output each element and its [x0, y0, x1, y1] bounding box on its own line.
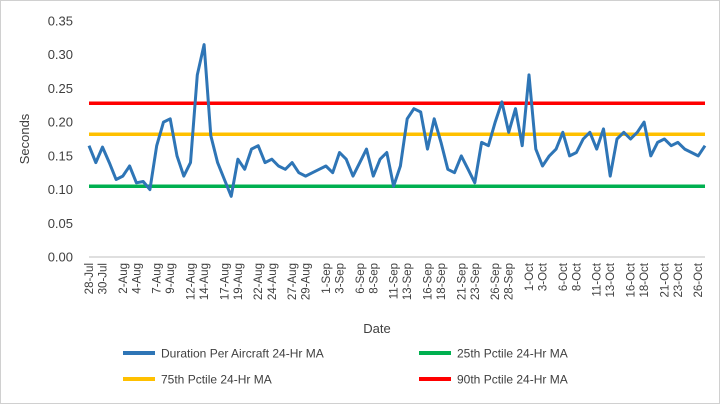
x-tick-label: 8-Oct — [571, 262, 583, 291]
x-tick-label: 12-Aug — [186, 263, 198, 300]
x-tick-label: 26-Sep — [490, 263, 502, 300]
x-tick-label: 2-Aug — [118, 263, 130, 294]
x-tick-label: 1-Sep — [321, 263, 333, 294]
x-tick-label: 17-Aug — [219, 263, 231, 300]
y-tick-label: 0.35 — [48, 14, 73, 29]
legend-label: 25th Pctile 24-Hr MA — [457, 347, 568, 361]
x-tick-label: 28-Sep — [504, 263, 516, 300]
y-axis-ticks: 0.00 0.05 0.10 0.15 0.20 0.25 0.30 0.35 — [48, 14, 73, 265]
x-tick-label: 27-Aug — [287, 263, 299, 300]
x-tick-label: 8-Sep — [368, 263, 380, 294]
x-tick-label: 22-Aug — [253, 263, 265, 300]
x-tick-label: 26-Oct — [693, 262, 705, 297]
x-tick-label: 19-Aug — [233, 263, 245, 300]
y-tick-label: 0.05 — [48, 216, 73, 231]
legend-label: Duration Per Aircraft 24-Hr MA — [161, 347, 324, 361]
x-tick-label: 3-Sep — [334, 263, 346, 294]
x-tick-label: 1-Oct — [524, 262, 536, 291]
y-tick-label: 0.20 — [48, 115, 73, 130]
x-tick-label: 6-Oct — [558, 262, 570, 291]
x-tick-label: 14-Aug — [199, 263, 211, 300]
x-tick-label: 24-Aug — [267, 263, 279, 300]
x-tick-label: 3-Oct — [538, 262, 550, 291]
x-tick-label: 9-Aug — [165, 263, 177, 294]
x-tick-label: 18-Oct — [639, 262, 651, 297]
x-tick-label: 11-Sep — [389, 263, 401, 299]
x-axis-title: Date — [363, 321, 390, 336]
x-tick-label: 21-Oct — [659, 262, 671, 297]
x-tick-label: 30-Jul — [98, 263, 110, 294]
x-tick-label: 13-Sep — [402, 263, 414, 300]
x-tick-label: 11-Oct — [592, 262, 604, 296]
x-tick-label: 23-Oct — [673, 262, 685, 297]
x-tick-label: 7-Aug — [152, 263, 164, 294]
x-tick-label: 4-Aug — [131, 263, 143, 294]
y-tick-label: 0.00 — [48, 250, 73, 265]
series-layer — [87, 43, 707, 198]
y-axis-title: Seconds — [17, 113, 32, 164]
x-tick-label: 29-Aug — [301, 263, 313, 300]
x-tick-label: 23-Sep — [470, 263, 482, 300]
x-axis-ticks: 28-Jul 30-Jul 2-Aug 4-Aug 7-Aug 9-Aug 12-Aug 14… — [84, 262, 705, 300]
y-tick-label: 0.30 — [48, 47, 73, 62]
y-tick-label: 0.15 — [48, 148, 73, 163]
series-0-line — [87, 43, 707, 198]
x-tick-label: 18-Sep — [436, 263, 448, 300]
legend-label: 90th Pctile 24-Hr MA — [457, 373, 568, 387]
x-tick-label: 16-Oct — [626, 262, 638, 297]
x-tick-label: 6-Sep — [355, 263, 367, 294]
legend-label: 75th Pctile 24-Hr MA — [161, 373, 272, 387]
x-tick-label: 16-Sep — [422, 263, 434, 300]
x-tick-label: 28-Jul — [84, 263, 96, 294]
x-tick-label: 21-Sep — [456, 263, 468, 300]
y-tick-label: 0.10 — [48, 182, 73, 197]
x-tick-label: 13-Oct — [605, 262, 617, 297]
y-tick-label: 0.25 — [48, 81, 73, 96]
legend: Duration Per Aircraft 24-Hr MA 25th Pctil… — [123, 347, 568, 387]
